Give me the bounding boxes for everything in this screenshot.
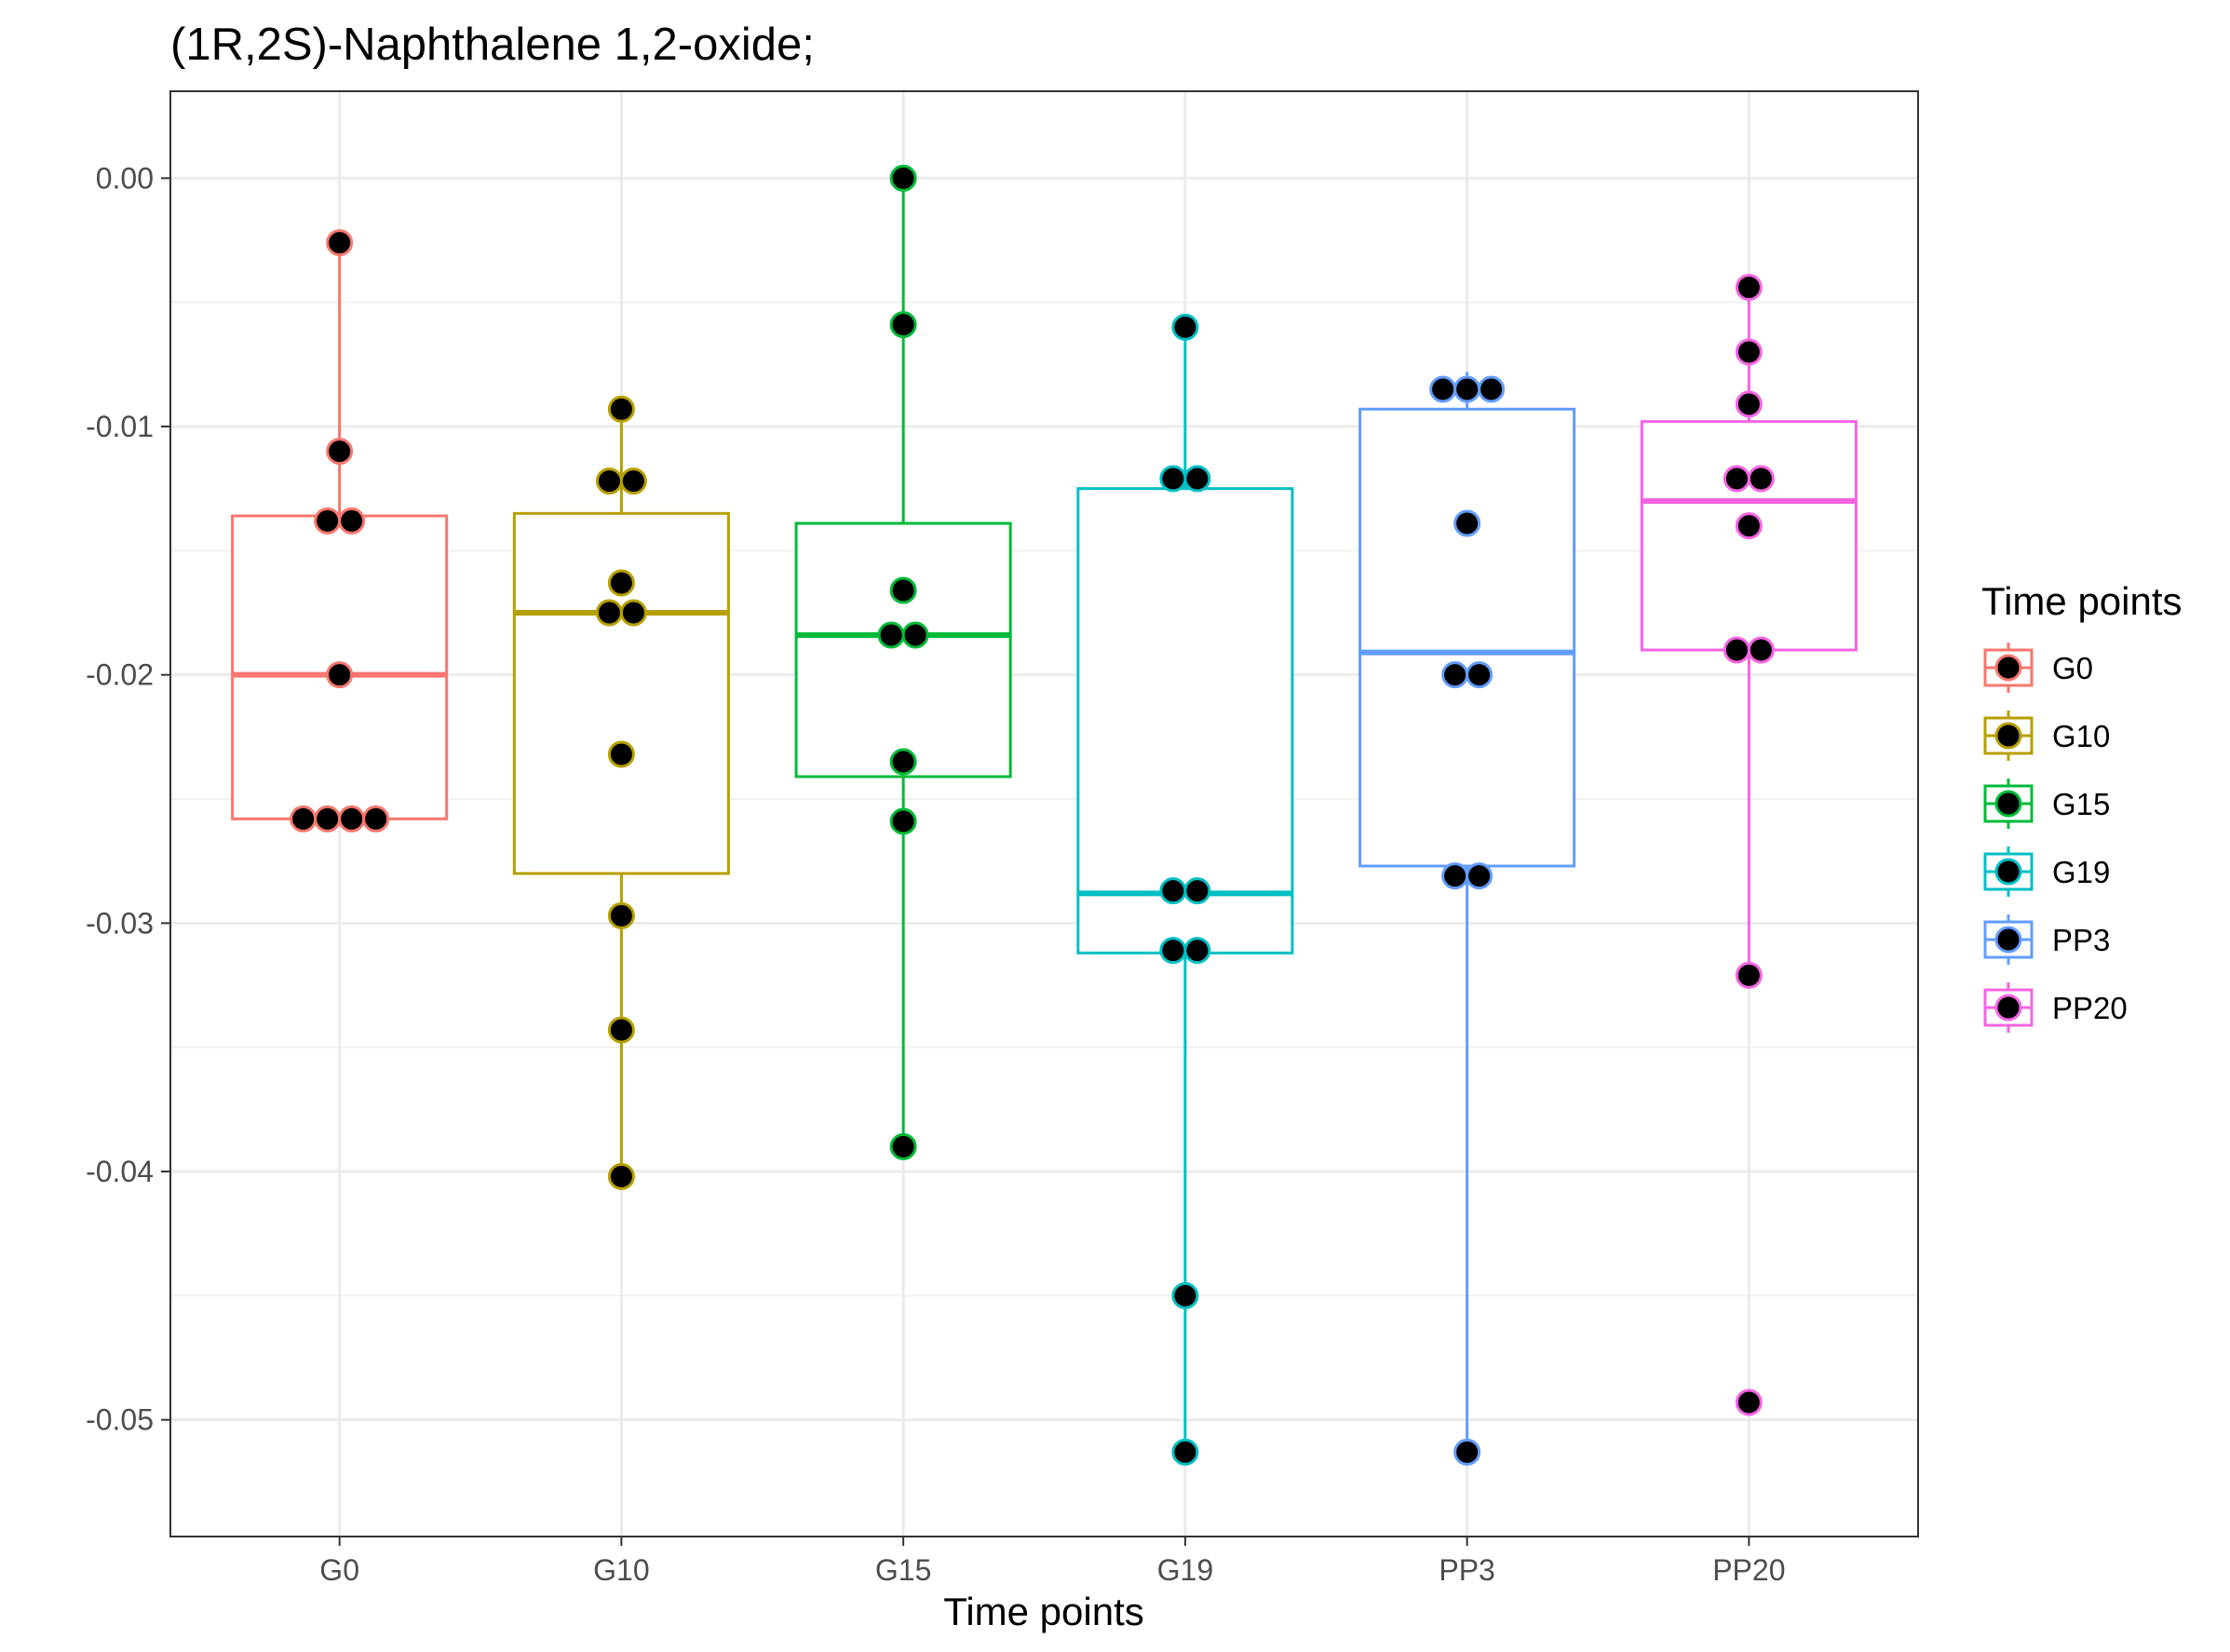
data-point [1466,661,1493,689]
legend-label: G15 [2052,787,2110,821]
data-point [1183,937,1211,965]
legend-item-g0: G0 [1983,643,2093,693]
data-point [1453,375,1481,403]
data-point [889,311,917,339]
data-point [607,1162,635,1190]
data-point [326,661,354,689]
box-pp3 [1358,407,1576,868]
data-point [1723,636,1750,664]
chart-title: (1R,2S)-Naphthalene 1,2-oxide; [170,20,815,70]
legend-key-point [1994,926,2022,954]
data-point [607,395,635,423]
data-point [889,576,917,604]
data-point [1747,465,1775,493]
data-point [1453,509,1481,537]
data-point [1478,375,1506,403]
data-point [1159,877,1187,905]
y-tick-label: 0.00 [96,161,154,195]
legend-item-g19: G19 [1983,846,2110,897]
x-axis-title: Time points [943,1590,1144,1633]
legend-label: G0 [2052,651,2093,685]
data-point [607,569,635,597]
data-point [326,229,354,257]
legend: Time points G0 G10 G15 G19 PP3 PP20 [1981,579,2183,1033]
legend-item-g10: G10 [1983,711,2110,761]
box-g10 [512,511,730,875]
data-point [314,805,342,833]
y-tick-label: -0.03 [86,906,154,940]
x-tick-label: G15 [875,1553,931,1587]
data-point [889,164,917,192]
legend-item-pp20: PP20 [1983,982,2128,1033]
box-g19 [1076,487,1294,955]
plot-border [169,90,1919,1537]
data-point [326,438,354,466]
data-point [1441,661,1469,689]
x-tick-label: G19 [1157,1553,1213,1587]
data-point [1735,274,1763,302]
data-point [1735,338,1763,366]
data-point [1183,465,1211,493]
data-point [1466,862,1493,890]
data-point [619,467,647,495]
data-point [889,807,917,835]
data-point [290,805,318,833]
data-point [607,740,635,768]
x-tick-label: PP3 [1439,1553,1494,1587]
legend-label: PP20 [2052,991,2128,1025]
data-point [1747,636,1775,664]
legend-label: G10 [2052,719,2110,753]
x-tick-label: G0 [319,1553,359,1587]
data-point [1429,375,1457,403]
legend-key-point [1994,790,2022,818]
legend-key-point [1994,722,2022,750]
data-point [1159,937,1187,965]
box-g15 [794,521,1012,779]
data-point [338,507,366,535]
x-tick-label: G10 [593,1553,649,1587]
data-point [1159,465,1187,493]
y-tick-label: -0.05 [86,1403,154,1437]
legend-item-pp3: PP3 [1983,914,2110,965]
data-point [607,1016,635,1044]
x-tick-label: PP20 [1712,1553,1785,1587]
data-point [1735,390,1763,418]
data-point [901,621,929,649]
data-point [338,805,366,833]
data-point [1171,1438,1199,1466]
data-point [1723,465,1750,493]
data-point [595,599,623,627]
legend-label: PP3 [2052,923,2110,957]
data-point [889,748,917,776]
legend-key-point [1994,654,2022,682]
data-point [607,901,635,929]
y-tick-label: -0.04 [86,1155,154,1188]
data-point [362,805,390,833]
legend-title: Time points [1981,579,2183,623]
data-point [1171,313,1199,341]
y-tick-label: -0.02 [86,658,154,692]
data-point [889,1132,917,1160]
data-point [1453,1438,1481,1466]
plot-area: 0.00 -0.01 -0.02 -0.03 -0.04 -0.05 G0 G10 G15 G19… [86,90,1919,1587]
data-point [877,621,905,649]
y-tick-label: -0.01 [86,410,154,443]
data-point [1441,862,1469,890]
data-point [1735,512,1763,540]
legend-key-point [1994,994,2022,1022]
data-point [1171,1281,1199,1309]
data-point [619,599,647,627]
data-point [595,467,623,495]
legend-label: G19 [2052,855,2110,889]
legend-key-point [1994,858,2022,886]
data-point [314,507,342,535]
data-point [1735,1388,1763,1416]
legend-item-g15: G15 [1983,779,2110,829]
data-point [1735,961,1763,989]
data-point [1183,877,1211,905]
